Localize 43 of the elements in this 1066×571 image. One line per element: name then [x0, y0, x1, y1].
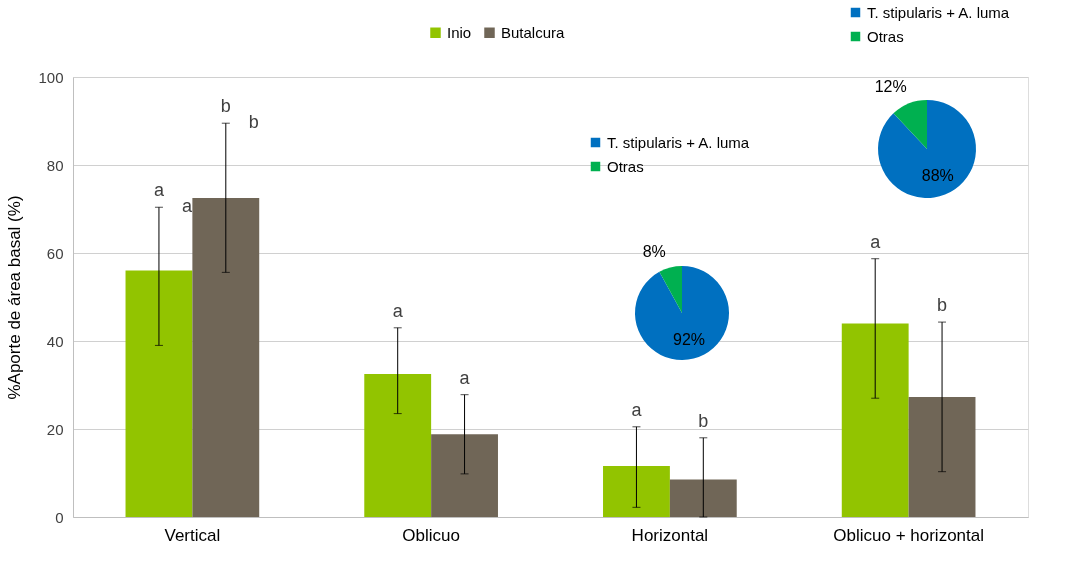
bar	[125, 270, 193, 517]
legend-label: T. stipularis + A. luma	[867, 3, 1010, 21]
x-tick-label: Oblicuo + horizontal	[833, 525, 984, 545]
annotation: a	[870, 231, 882, 252]
y-tick-label: 80	[46, 156, 64, 174]
data-label: 92%	[673, 331, 706, 349]
x-tick-label: Oblicuo	[402, 525, 460, 545]
annotation: a	[181, 196, 193, 217]
annotation: b	[248, 112, 259, 133]
bar	[603, 465, 670, 517]
data-label: 88%	[921, 167, 954, 185]
bar	[841, 323, 909, 517]
legend-label: T. stipularis + A. luma	[607, 133, 750, 151]
y-tick-label: 60	[46, 244, 64, 262]
annotation: a	[392, 300, 404, 321]
annotation: a	[153, 180, 165, 201]
pie-slice	[878, 100, 976, 198]
pie-slice	[893, 100, 927, 149]
bar	[431, 434, 498, 517]
bar	[669, 479, 737, 517]
legend-label: Otras	[607, 157, 644, 175]
pie-slice	[659, 266, 682, 313]
y-tick-label: 0	[55, 508, 64, 526]
y-tick-label: 40	[46, 332, 64, 350]
y-tick-label: 20	[46, 420, 64, 438]
data-label: 8%	[642, 242, 666, 260]
bar	[908, 396, 976, 517]
pie-slice	[635, 266, 729, 360]
legend-label: Otras	[867, 27, 904, 45]
bar	[192, 198, 260, 517]
x-tick-label: Vertical	[164, 525, 221, 545]
annotation: a	[631, 399, 643, 420]
annotation: b	[937, 295, 948, 316]
legend-label: Butalcura	[501, 23, 566, 41]
legend-label: Inio	[447, 23, 472, 41]
x-tick-label: Horizontal	[631, 525, 709, 545]
bar	[364, 374, 432, 517]
annotation: b	[698, 410, 709, 431]
annotation: a	[459, 367, 471, 388]
data-label: 12%	[874, 78, 907, 96]
y-tick-label: 100	[38, 68, 64, 86]
annotation: b	[220, 96, 231, 117]
y-axis-title: %Aporte de área basal (%)	[5, 195, 25, 400]
